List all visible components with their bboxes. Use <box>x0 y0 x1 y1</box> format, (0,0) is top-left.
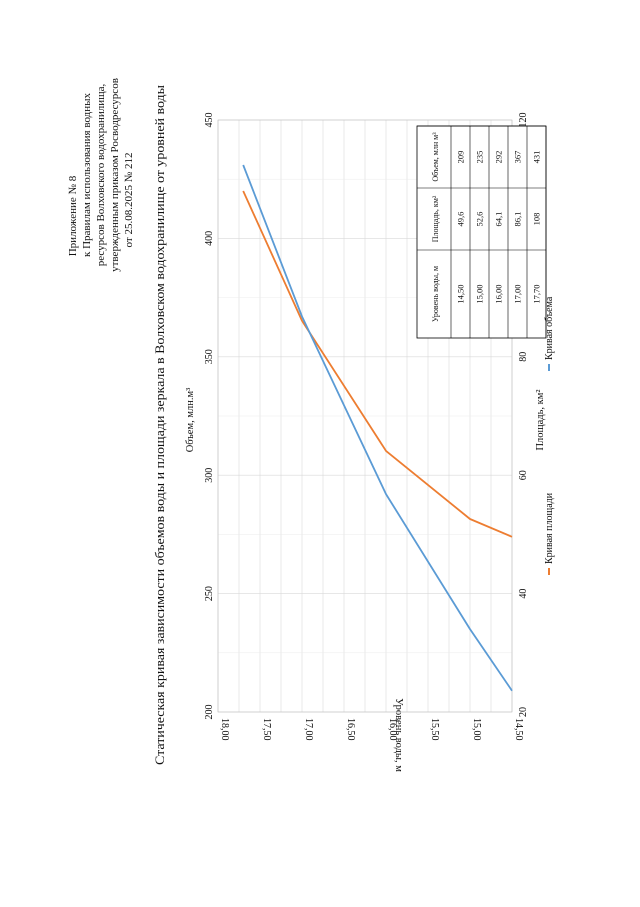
table-header-cell: Объем, млн м³ <box>431 132 440 182</box>
legend-label-area: Кривая площади <box>544 492 555 564</box>
table-cell: 64,1 <box>494 212 504 227</box>
y-tick-label: 16,00 <box>387 718 398 741</box>
y-tick-label: 17,50 <box>261 718 272 741</box>
table-cell: 15,00 <box>475 284 485 303</box>
table-frame <box>416 125 547 339</box>
table-cell: 431 <box>532 151 542 164</box>
plot-area-frame <box>217 119 513 713</box>
bottom-axis-title: Площадь, км² <box>535 389 546 450</box>
series-lines <box>242 164 513 692</box>
appendix-header: Приложение № 8 к Правилам использования … <box>67 78 135 272</box>
volume-curve-line <box>242 164 513 692</box>
header-line-1: Приложение № 8 <box>67 175 79 256</box>
y-tick-label: 15,00 <box>471 718 482 741</box>
x-top-tick-label: 200 <box>204 705 215 720</box>
x-bottom-tick-label: 20 <box>518 707 529 717</box>
y-tick-label: 15,50 <box>429 718 440 741</box>
table-cell: 17,70 <box>532 284 542 303</box>
table-header-cell: Площадь, км² <box>431 195 440 242</box>
table-cell: 16,00 <box>494 284 504 303</box>
x-bottom-tick-label: 40 <box>518 589 529 599</box>
y-tick-label: 14,50 <box>513 718 524 741</box>
data-table: Уровень воды, м Площадь, км² Объем, млн м³… <box>416 125 547 339</box>
x-top-tick-label: 400 <box>204 231 215 246</box>
table-cell: 52,6 <box>475 212 485 227</box>
table-cell: 235 <box>475 151 485 164</box>
tick-labels: 14,50 15,00 15,50 16,00 16,50 17,00 17,50 18,00… <box>204 113 529 741</box>
table-cell: 292 <box>494 151 504 164</box>
y-tick-label: 17,00 <box>303 718 314 741</box>
table-cell: 108 <box>532 213 542 226</box>
header-line-2: к Правилам использования водных <box>81 92 93 257</box>
table-cell: 86,1 <box>513 212 523 227</box>
header-line-4: утвержденным приказом Росводресурсов <box>109 78 121 272</box>
top-axis-title: Объем, млн.м³ <box>185 388 196 453</box>
legend-label-volume: Кривая объема <box>544 296 555 360</box>
y-tick-label: 16,50 <box>345 718 356 741</box>
y-tick-label: 18,00 <box>219 718 230 741</box>
x-bottom-tick-label: 80 <box>518 352 529 362</box>
x-top-tick-label: 450 <box>204 113 215 128</box>
area-curve-line <box>242 190 513 538</box>
legend: Кривая площади Кривая объема <box>544 296 555 575</box>
table-cell: 17,00 <box>513 284 523 303</box>
x-top-tick-label: 300 <box>204 468 215 483</box>
table-header-cell: Уровень воды, м <box>431 266 440 322</box>
x-top-tick-label: 350 <box>204 349 215 364</box>
header-line-3: ресурсов Волховского водохранилища, <box>95 83 107 266</box>
header-line-5: от 25.08.2025 № 212 <box>123 153 135 248</box>
x-bottom-tick-label: 60 <box>518 470 529 480</box>
table-cell: 49,6 <box>456 212 466 227</box>
x-bottom-tick-label: 120 <box>518 113 529 128</box>
table-cell: 209 <box>456 151 466 164</box>
grid-lines <box>217 119 513 713</box>
y-axis-title: Уровень воды, м <box>393 698 404 772</box>
chart-title: Статическая кривая зависимости объемов в… <box>153 84 167 765</box>
table-cell: 14,50 <box>456 284 466 303</box>
table-cell: 367 <box>513 151 523 164</box>
x-top-tick-label: 250 <box>204 586 215 601</box>
